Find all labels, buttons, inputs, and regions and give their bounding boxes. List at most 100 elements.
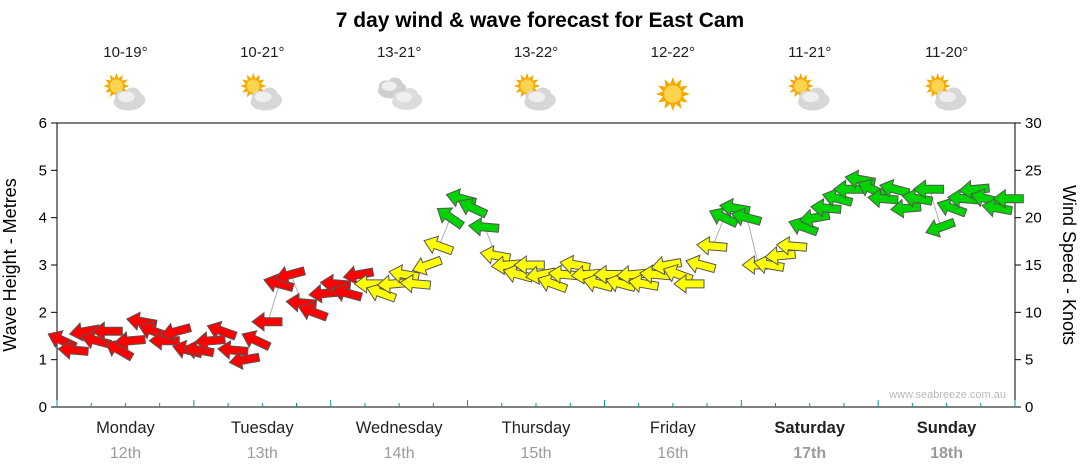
temp-range-label: 10-19° (103, 44, 147, 61)
wind-arrow (730, 207, 763, 227)
day-name-label: Friday (650, 419, 697, 437)
wind-arrow (411, 255, 443, 276)
wind-arrow (458, 197, 489, 219)
day-date-label: 16th (657, 445, 688, 462)
cloud-shape (524, 87, 556, 111)
temp-range-label: 12-22° (651, 44, 695, 61)
wind-arrow (925, 217, 957, 238)
weather-icon-cloudy (377, 77, 423, 110)
day-name-label: Monday (96, 419, 155, 437)
wind-arrow (810, 197, 842, 218)
sun-disc (245, 78, 261, 94)
cloud-shape (392, 88, 423, 110)
wind-arrow (981, 197, 1013, 218)
wind-arrow (788, 216, 820, 237)
wind-arrow (91, 321, 123, 342)
wind-connector-line (438, 217, 451, 247)
day-date-label: 13th (247, 445, 278, 462)
wind-connector-line (712, 217, 725, 247)
weather-icon-partly-cloudy (240, 73, 283, 111)
chart-title: 7 day wind & wave forecast for East Cam (336, 9, 744, 32)
cloud-shape (934, 87, 967, 111)
wind-arrow (513, 255, 545, 275)
wind-arrow (206, 320, 238, 341)
left-axis-tick-label: 2 (39, 304, 47, 321)
wind-arrow (366, 282, 398, 303)
weather-icon-sunny (655, 77, 690, 111)
temp-range-label: 11-21° (788, 44, 831, 61)
cloud-shape (250, 87, 283, 111)
wind-arrow (241, 330, 272, 351)
wind-arrow (353, 273, 386, 294)
left-axis-tick-label: 0 (39, 399, 47, 416)
sun-disc (108, 78, 125, 94)
wind-arrow (821, 188, 854, 208)
wind-arrow (331, 282, 363, 303)
left-axis-tick-label: 3 (39, 257, 47, 274)
temp-range-label: 11-20° (925, 44, 968, 61)
wind-connector-line (746, 217, 759, 266)
right-axis-tick-label: 20 (1025, 210, 1042, 227)
wind-connector-line (267, 283, 280, 322)
cloud-shape (798, 87, 830, 111)
right-axis-title: Wind Speed - Knots (1059, 185, 1079, 345)
wind-arrow (183, 339, 215, 360)
sun-disc (793, 78, 809, 94)
wind-arrow (992, 188, 1024, 209)
weather-icon-partly-cloudy (924, 73, 967, 111)
wind-arrow (148, 330, 180, 351)
wind-arrow (263, 273, 295, 293)
wind-connector-line (290, 274, 303, 304)
left-axis-tick-label: 6 (39, 115, 47, 132)
wind-arrow (399, 273, 432, 294)
wind-arrow (627, 273, 660, 294)
right-axis-tick-label: 15 (1025, 257, 1042, 274)
day-name-label: Thursday (502, 419, 572, 437)
day-name-label: Sunday (917, 419, 977, 437)
watermark: www.seabreeze.com.au (888, 389, 1006, 401)
right-axis-tick-label: 10 (1025, 304, 1042, 321)
wind-arrow (342, 265, 375, 285)
day-date-label: 18th (930, 445, 963, 462)
day-date-label: 12th (110, 445, 141, 462)
sun-disc (519, 78, 535, 94)
wind-arrow (685, 254, 717, 274)
wind-arrow (228, 350, 261, 371)
wind-arrow (936, 197, 968, 218)
left-axis-tick-label: 4 (39, 210, 47, 227)
wind-arrow (105, 339, 135, 362)
wind-arrow (867, 188, 899, 209)
wind-arrow (901, 188, 934, 208)
wind-arrow (537, 273, 569, 294)
wind-arrow (251, 311, 283, 332)
wind-arrow (696, 235, 728, 256)
wind-arrow (423, 235, 455, 256)
wind-arrow (753, 254, 785, 275)
day-date-label: 17th (793, 445, 826, 462)
wind-arrow (879, 178, 911, 199)
temp-range-label: 13-21° (377, 44, 421, 61)
wind-arrow (775, 235, 808, 256)
sun-disc (929, 78, 946, 94)
right-axis-tick-label: 0 (1025, 399, 1033, 416)
wind-arrow (616, 264, 648, 285)
sun-disc (663, 84, 683, 104)
wind-arrow (274, 265, 306, 286)
wind-arrow (114, 331, 146, 351)
left-axis-tick-label: 1 (39, 352, 47, 369)
left-axis-title: Wave Height - Metres (0, 178, 20, 351)
day-name-label: Wednesday (356, 419, 444, 437)
day-date-label: 15th (520, 445, 551, 462)
day-name-label: Tuesday (231, 419, 294, 437)
wind-arrow (80, 330, 113, 350)
right-axis-tick-label: 25 (1025, 162, 1042, 179)
right-axis-tick-label: 5 (1025, 352, 1033, 369)
wind-arrow (57, 339, 89, 360)
left-axis-tick-label: 5 (39, 162, 47, 179)
wind-arrow (297, 301, 329, 322)
day-name-label: Saturday (774, 419, 845, 437)
weather-icon-partly-cloudy (787, 73, 830, 111)
chart-render-layer: 0 1 2 3 4 5 6 0 5 10 15 20 25 30 10-19° Monday 12th 10-21… (39, 44, 1042, 462)
